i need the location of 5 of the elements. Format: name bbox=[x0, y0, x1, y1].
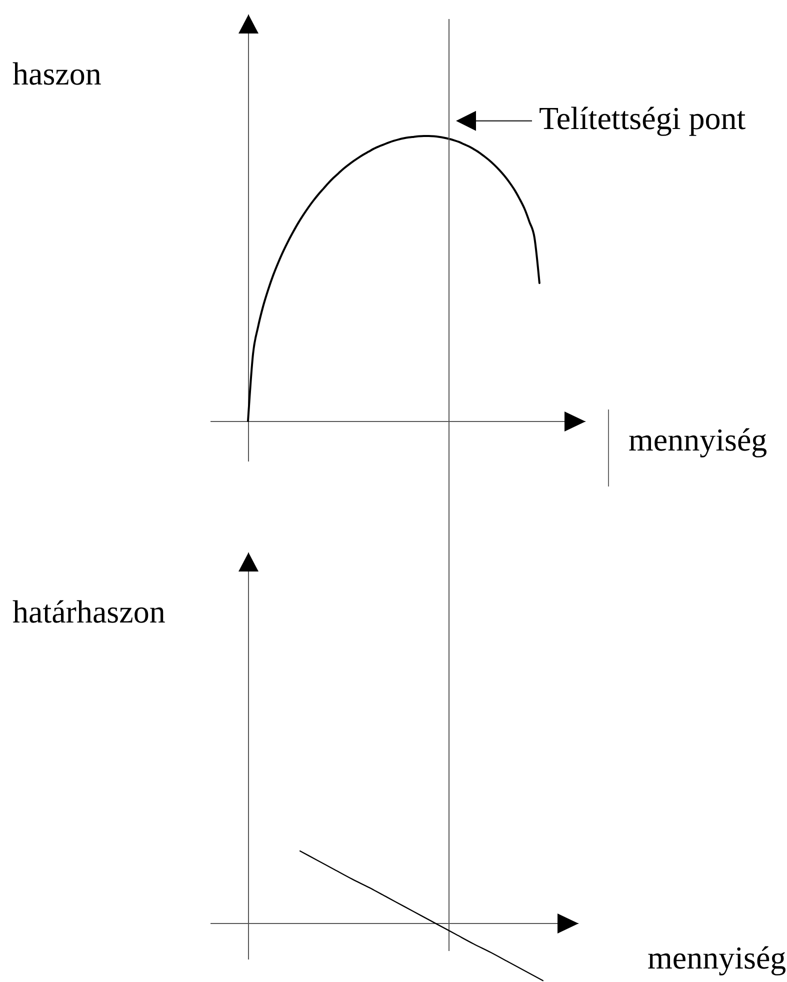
y-axis-title: határhaszon bbox=[12, 594, 166, 630]
annotation: Telítettségi pont bbox=[539, 100, 746, 136]
x-axis-title: mennyiség bbox=[648, 940, 786, 976]
x-axis-title: mennyiség bbox=[628, 422, 768, 458]
y-axis-title: haszon bbox=[12, 56, 102, 92]
